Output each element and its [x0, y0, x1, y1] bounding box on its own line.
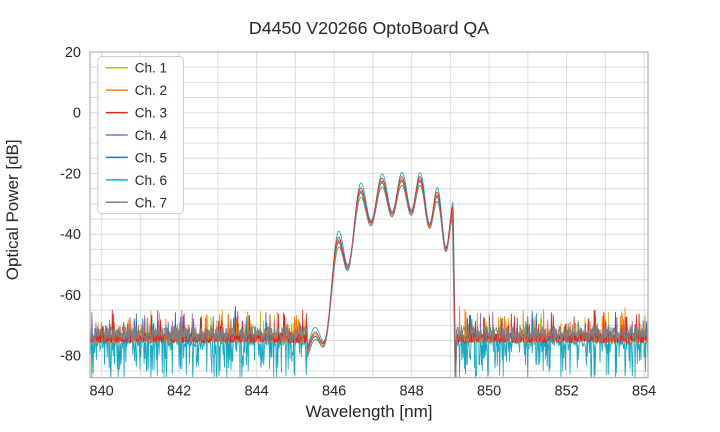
svg-text:842: 842 — [167, 384, 191, 400]
svg-text:840: 840 — [90, 384, 114, 400]
svg-text:844: 844 — [245, 384, 269, 400]
svg-text:20: 20 — [65, 45, 81, 61]
svg-text:Ch. 7: Ch. 7 — [135, 195, 167, 210]
svg-text:Ch. 3: Ch. 3 — [135, 106, 167, 121]
svg-text:Ch. 6: Ch. 6 — [135, 173, 167, 188]
svg-text:Ch. 1: Ch. 1 — [135, 61, 167, 76]
svg-text:-60: -60 — [60, 288, 81, 304]
svg-text:Optical Power [dB]: Optical Power [dB] — [3, 139, 22, 280]
svg-text:Wavelength [nm]: Wavelength [nm] — [306, 402, 433, 421]
svg-text:846: 846 — [322, 384, 346, 400]
svg-text:-20: -20 — [60, 166, 81, 182]
svg-text:854: 854 — [632, 384, 656, 400]
svg-text:D4450 V20266 OptoBoard QA: D4450 V20266 OptoBoard QA — [249, 18, 489, 38]
svg-text:Ch. 2: Ch. 2 — [135, 83, 167, 98]
svg-text:Ch. 5: Ch. 5 — [135, 150, 167, 165]
svg-text:-80: -80 — [60, 349, 81, 365]
svg-text:0: 0 — [73, 106, 81, 122]
svg-text:848: 848 — [400, 384, 424, 400]
svg-text:850: 850 — [477, 384, 501, 400]
svg-text:-40: -40 — [60, 227, 81, 243]
svg-text:Ch. 4: Ch. 4 — [135, 128, 168, 143]
svg-text:852: 852 — [555, 384, 579, 400]
